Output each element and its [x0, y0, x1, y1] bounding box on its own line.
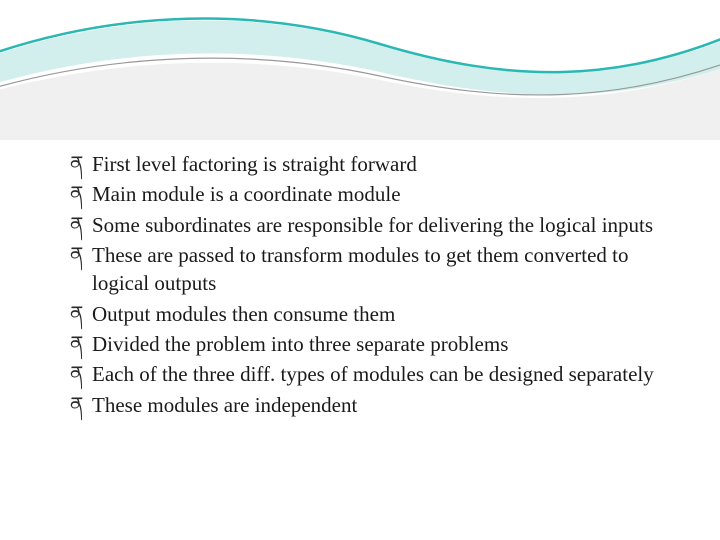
list-item: ན Main module is a coordinate module [70, 180, 690, 208]
bullet-icon: ན [70, 360, 92, 388]
bullet-icon: ན [70, 241, 92, 269]
bullet-icon: ན [70, 180, 92, 208]
bullet-icon: ན [70, 150, 92, 178]
list-item: ན Output modules then consume them [70, 300, 690, 328]
list-item: ན These modules are independent [70, 391, 690, 419]
bullet-icon: ན [70, 300, 92, 328]
list-item: ན Each of the three diff. types of modul… [70, 360, 690, 388]
bullet-text: These are passed to transform modules to… [92, 241, 690, 298]
bullet-text: First level factoring is straight forwar… [92, 150, 690, 178]
decorative-waves [0, 0, 720, 140]
bullet-icon: ན [70, 391, 92, 419]
list-item: ན Divided the problem into three separat… [70, 330, 690, 358]
bullet-text: Divided the problem into three separate … [92, 330, 690, 358]
bullet-text: Main module is a coordinate module [92, 180, 690, 208]
list-item: ན Some subordinates are responsible for … [70, 211, 690, 239]
list-item: ན First level factoring is straight forw… [70, 150, 690, 178]
wave-svg [0, 0, 720, 140]
bullet-text: Each of the three diff. types of modules… [92, 360, 690, 388]
bullet-icon: ན [70, 330, 92, 358]
bullet-list: ན First level factoring is straight forw… [70, 150, 690, 421]
bullet-text: Output modules then consume them [92, 300, 690, 328]
list-item: ན These are passed to transform modules … [70, 241, 690, 298]
bullet-icon: ན [70, 211, 92, 239]
bullet-text: Some subordinates are responsible for de… [92, 211, 690, 239]
bullet-text: These modules are independent [92, 391, 690, 419]
